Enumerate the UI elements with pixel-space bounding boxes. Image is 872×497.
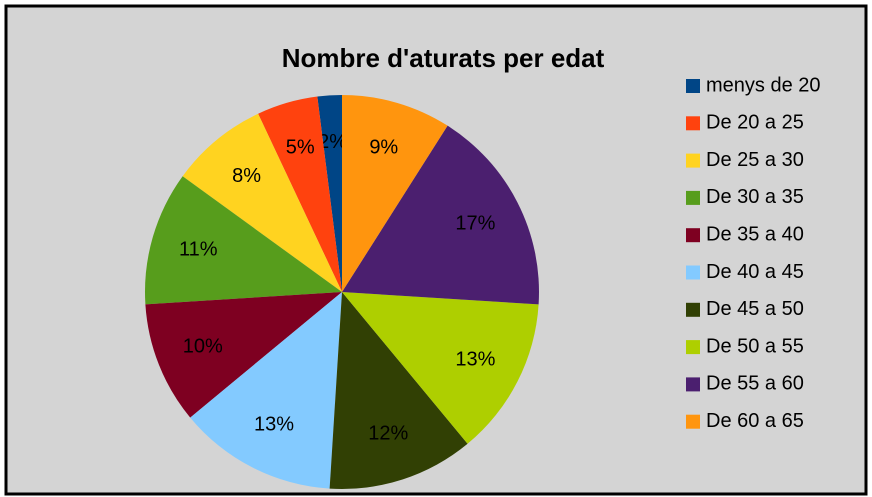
pie-slice (145, 176, 342, 305)
chart-title: Nombre d'aturats per edat (282, 43, 605, 73)
data-label: 13% (455, 348, 495, 370)
legend-label: De 60 a 65 (706, 410, 804, 432)
legend-swatch (686, 340, 700, 355)
legend-swatch (686, 116, 700, 131)
legend-swatch (686, 190, 700, 205)
data-label: 8% (232, 165, 261, 187)
pie-slice (190, 292, 342, 489)
legend-label: De 55 a 60 (706, 373, 804, 395)
legend-swatch (686, 302, 700, 317)
data-label: 17% (455, 212, 495, 234)
data-label: 5% (286, 137, 315, 159)
data-label: 13% (254, 414, 294, 436)
legend-label: De 45 a 50 (706, 298, 804, 320)
legend-swatch (686, 228, 700, 243)
pie-slice (258, 96, 342, 292)
legend-swatch (686, 153, 700, 168)
data-label: 11% (179, 239, 218, 261)
pie-slice (342, 292, 539, 444)
legend-label: menys de 20 (706, 74, 821, 96)
legend-swatch (686, 265, 700, 280)
data-label: 9% (369, 137, 398, 159)
pie-slice (342, 95, 448, 292)
data-label: 2% (318, 131, 347, 153)
data-label: 12% (368, 423, 408, 445)
legend-label: De 25 a 30 (706, 149, 804, 171)
pie-slice (317, 95, 342, 292)
pie-slice (329, 292, 468, 489)
pie-slice (145, 292, 342, 418)
legend-label: De 30 a 35 (706, 186, 804, 208)
legend-label: De 35 a 40 (706, 223, 804, 245)
legend-swatch (686, 79, 700, 93)
legend-swatch (686, 377, 700, 392)
legend-label: De 20 a 25 (706, 112, 804, 134)
pie-slice (182, 113, 342, 292)
pie-slice (342, 125, 539, 305)
legend-label: De 50 a 55 (706, 335, 804, 357)
legend-label: De 40 a 45 (706, 261, 804, 283)
legend-swatch (686, 414, 700, 429)
data-label: 10% (183, 335, 223, 357)
